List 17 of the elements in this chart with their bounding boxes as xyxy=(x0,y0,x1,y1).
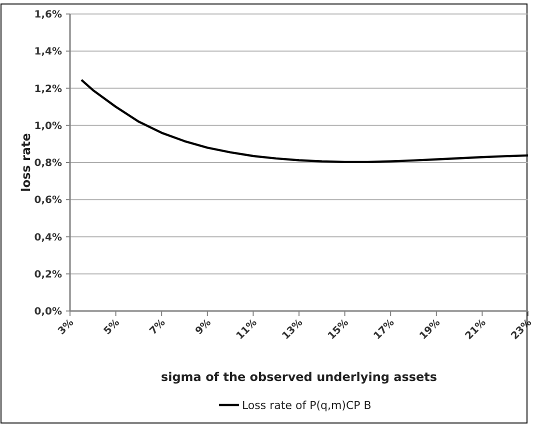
y-tick-label: 0,6% xyxy=(34,195,62,206)
y-tick-label: 1,6% xyxy=(34,10,62,20)
line-series xyxy=(80,78,530,164)
x-tick-label: 7% xyxy=(148,317,168,338)
y-tick-label: 1,0% xyxy=(34,120,62,132)
y-axis-title: loss rate xyxy=(19,133,33,192)
y-tick-label: 0,0% xyxy=(34,306,62,318)
x-axis-title: sigma of the observed underlying assets xyxy=(160,370,438,384)
y-tick-label: 0,4% xyxy=(34,232,62,244)
x-tick-label: 3% xyxy=(56,317,76,338)
y-tick-label: 1,2% xyxy=(34,84,62,95)
y-tick-label: 1,4% xyxy=(34,46,62,58)
legend-label: Loss rate of P(q,m)CP B xyxy=(242,398,372,412)
x-tick-label: 5% xyxy=(102,317,122,338)
y-tick-label: 0,2% xyxy=(34,269,62,280)
x-tick-label: 9% xyxy=(194,317,214,338)
y-tick-label: 0,8% xyxy=(34,158,62,169)
